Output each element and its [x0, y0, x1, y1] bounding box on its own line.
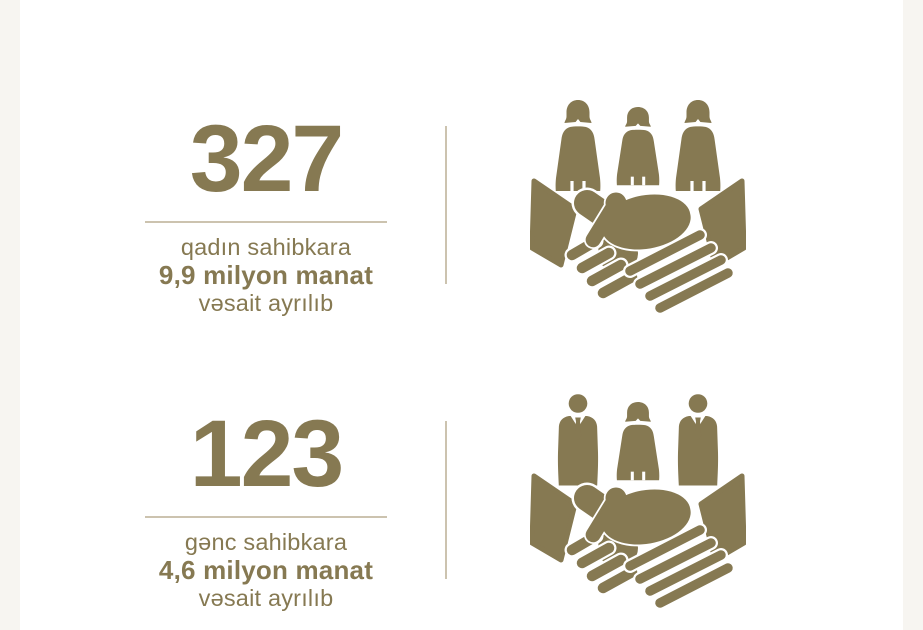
stat-caption-line1: qadın sahibkara: [180, 234, 352, 260]
mixed-group-handshake-icon: [530, 390, 746, 612]
page-margin-left: [0, 0, 20, 630]
stat-block-young: 123 gənc sahibkara 4,6 milyon manat vəsa…: [0, 295, 923, 610]
stat-value: 123: [189, 401, 345, 507]
vertical-divider: [445, 126, 447, 284]
horizontal-divider: [145, 516, 387, 518]
stat-block-women: 327 qadın sahibkara 9,9 milyon manat vəs…: [86, 95, 923, 317]
stat-caption: gənc sahibkara 4,6 milyon manat vəsait a…: [86, 528, 446, 612]
stat-caption-line3: vəsait ayrılıb: [198, 290, 334, 316]
page-margin-right: [903, 0, 923, 630]
stat-caption-amount: 4,6 milyon manat: [158, 555, 374, 585]
stat-value: 327: [189, 106, 345, 212]
women-group-handshake-icon: [530, 95, 746, 317]
stat-caption-line1: gənc sahibkara: [184, 529, 348, 555]
stat-caption: qadın sahibkara 9,9 milyon manat vəsait …: [86, 233, 446, 317]
stat-caption-line3: vəsait ayrılıb: [198, 585, 334, 611]
vertical-divider: [445, 421, 447, 579]
horizontal-divider: [145, 221, 387, 223]
stat-caption-amount: 9,9 milyon manat: [158, 260, 374, 290]
